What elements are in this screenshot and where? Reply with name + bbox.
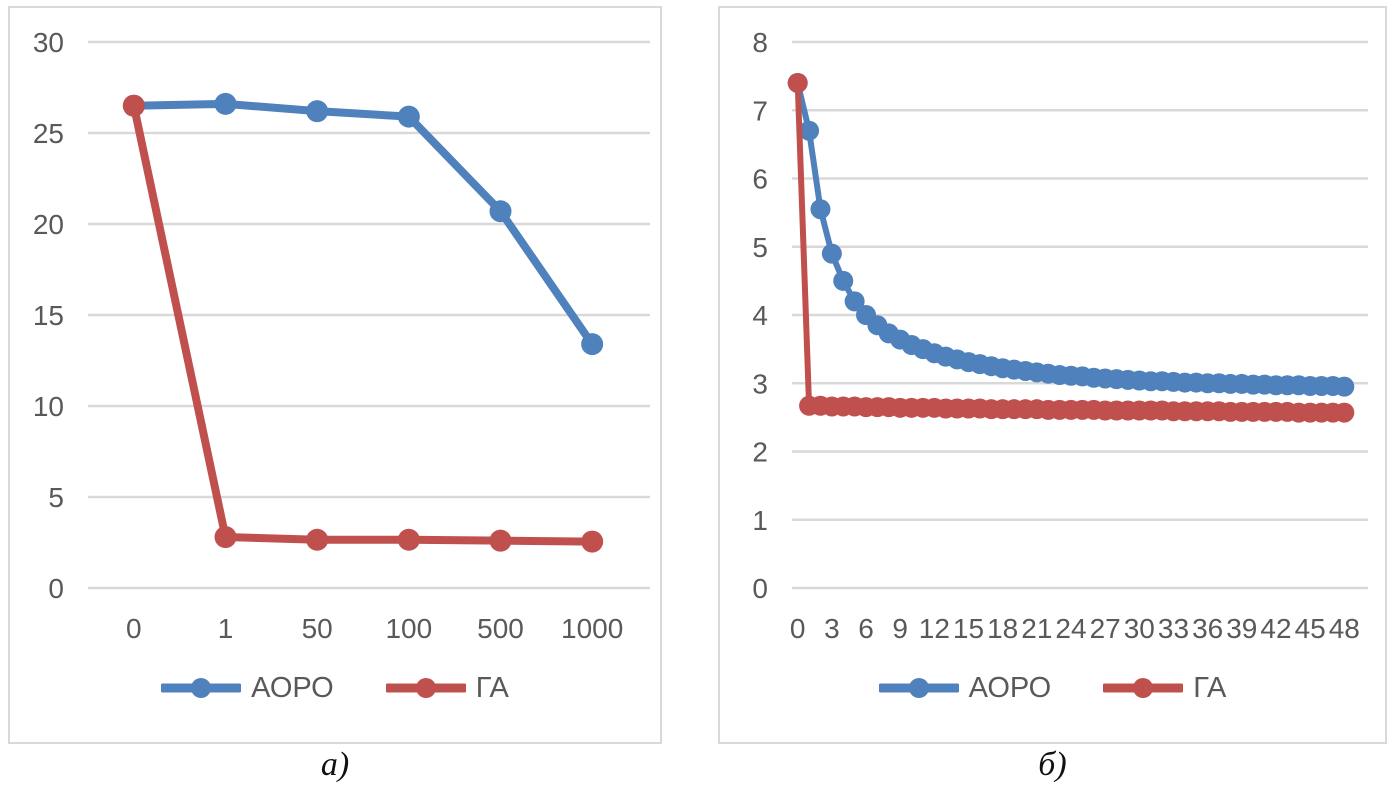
svg-text:20: 20 — [33, 209, 64, 240]
svg-text:1: 1 — [752, 505, 768, 536]
legend-item-ga: ГА — [1103, 671, 1227, 704]
chart-panel-b: 8 7 6 5 4 3 2 1 0 0 3 6 9 12 15 18 21 24 27 30 33 36 39 42 45 48 … — [718, 6, 1387, 744]
legend-item-ga: ГА — [385, 671, 509, 704]
svg-text:18: 18 — [987, 613, 1018, 644]
legend-marker-ga-icon — [1103, 678, 1184, 698]
legend-marker-aoro-icon — [878, 678, 959, 698]
caption-b: б) — [1038, 746, 1067, 783]
svg-text:15: 15 — [33, 300, 64, 331]
svg-text:9: 9 — [892, 613, 908, 644]
svg-text:30: 30 — [1124, 613, 1155, 644]
svg-text:1000: 1000 — [561, 613, 623, 644]
svg-text:33: 33 — [1158, 613, 1189, 644]
svg-text:12: 12 — [919, 613, 950, 644]
svg-text:25: 25 — [33, 118, 64, 149]
svg-text:10: 10 — [33, 391, 64, 422]
svg-text:21: 21 — [1021, 613, 1052, 644]
svg-text:0: 0 — [752, 573, 768, 604]
legend-label-aoro: АОРО — [968, 671, 1052, 704]
svg-text:39: 39 — [1226, 613, 1257, 644]
svg-text:15: 15 — [953, 613, 984, 644]
svg-text:7: 7 — [752, 95, 768, 126]
legend-label-aoro: АОРО — [251, 671, 334, 704]
svg-text:6: 6 — [858, 613, 874, 644]
svg-text:27: 27 — [1090, 613, 1121, 644]
svg-text:2: 2 — [752, 437, 768, 468]
svg-text:3: 3 — [824, 613, 840, 644]
svg-text:8: 8 — [752, 27, 768, 58]
svg-text:3: 3 — [752, 368, 768, 399]
svg-text:1: 1 — [218, 613, 234, 644]
svg-text:500: 500 — [477, 613, 524, 644]
chart-a-legend: АОРО ГА — [10, 670, 660, 706]
svg-text:5: 5 — [752, 232, 768, 263]
svg-text:30: 30 — [33, 27, 64, 58]
svg-text:6: 6 — [752, 164, 768, 195]
legend-marker-aoro-icon — [161, 678, 242, 698]
legend-label-ga: ГА — [475, 671, 509, 704]
chart-b-legend: АОРО ГА — [720, 670, 1385, 706]
svg-text:0: 0 — [790, 613, 806, 644]
svg-text:24: 24 — [1055, 613, 1086, 644]
legend-label-ga: ГА — [1193, 671, 1227, 704]
svg-text:4: 4 — [752, 300, 768, 331]
legend-marker-ga-icon — [385, 678, 466, 698]
chart-panel-a: 30 25 20 15 10 5 0 0 1 50 100 500 1000 АОРО ГА — [8, 6, 662, 744]
svg-text:100: 100 — [385, 613, 432, 644]
svg-text:45: 45 — [1295, 613, 1326, 644]
svg-text:36: 36 — [1192, 613, 1223, 644]
svg-text:50: 50 — [302, 613, 333, 644]
svg-text:48: 48 — [1329, 613, 1360, 644]
svg-text:0: 0 — [48, 573, 64, 604]
legend-item-aoro: АОРО — [161, 671, 334, 704]
legend-item-aoro: АОРО — [878, 671, 1052, 704]
svg-text:5: 5 — [48, 482, 64, 513]
caption-a: а) — [320, 746, 350, 783]
svg-text:0: 0 — [126, 613, 142, 644]
svg-text:42: 42 — [1260, 613, 1291, 644]
